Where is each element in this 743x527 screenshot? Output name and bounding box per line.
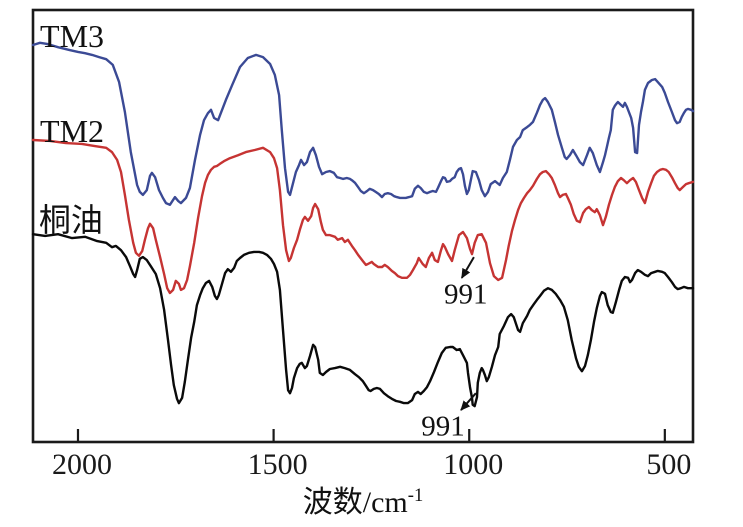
curve-label-TM3: TM3 — [40, 17, 105, 54]
x-tick-label: 1000 — [443, 448, 504, 481]
x-axis-title-superscript: -1 — [407, 485, 424, 506]
x-axis-title: 波数/cm-1 — [302, 485, 424, 519]
peak-annotation-TM2: 991 — [443, 278, 488, 311]
x-axis-title-text: 波数/cm — [302, 486, 408, 519]
peak-annotation-桐油: 991 — [421, 410, 465, 443]
curve-label-桐油: 桐油 — [38, 201, 103, 238]
x-tick-label: 500 — [646, 448, 692, 481]
x-tick-label: 1500 — [247, 448, 308, 481]
curve-label-TM2: TM2 — [40, 112, 105, 149]
spectrum-curve-TM2 — [31, 138, 695, 295]
x-tick-label: 2000 — [51, 448, 112, 481]
annotation-arrows — [460, 256, 477, 411]
plot-frame — [31, 8, 695, 444]
spectrum-curve-TM3 — [31, 41, 695, 207]
spectra-curves — [31, 41, 695, 408]
x-axis-ticks — [76, 429, 666, 441]
spectrum-curve-桐油 — [31, 232, 695, 408]
